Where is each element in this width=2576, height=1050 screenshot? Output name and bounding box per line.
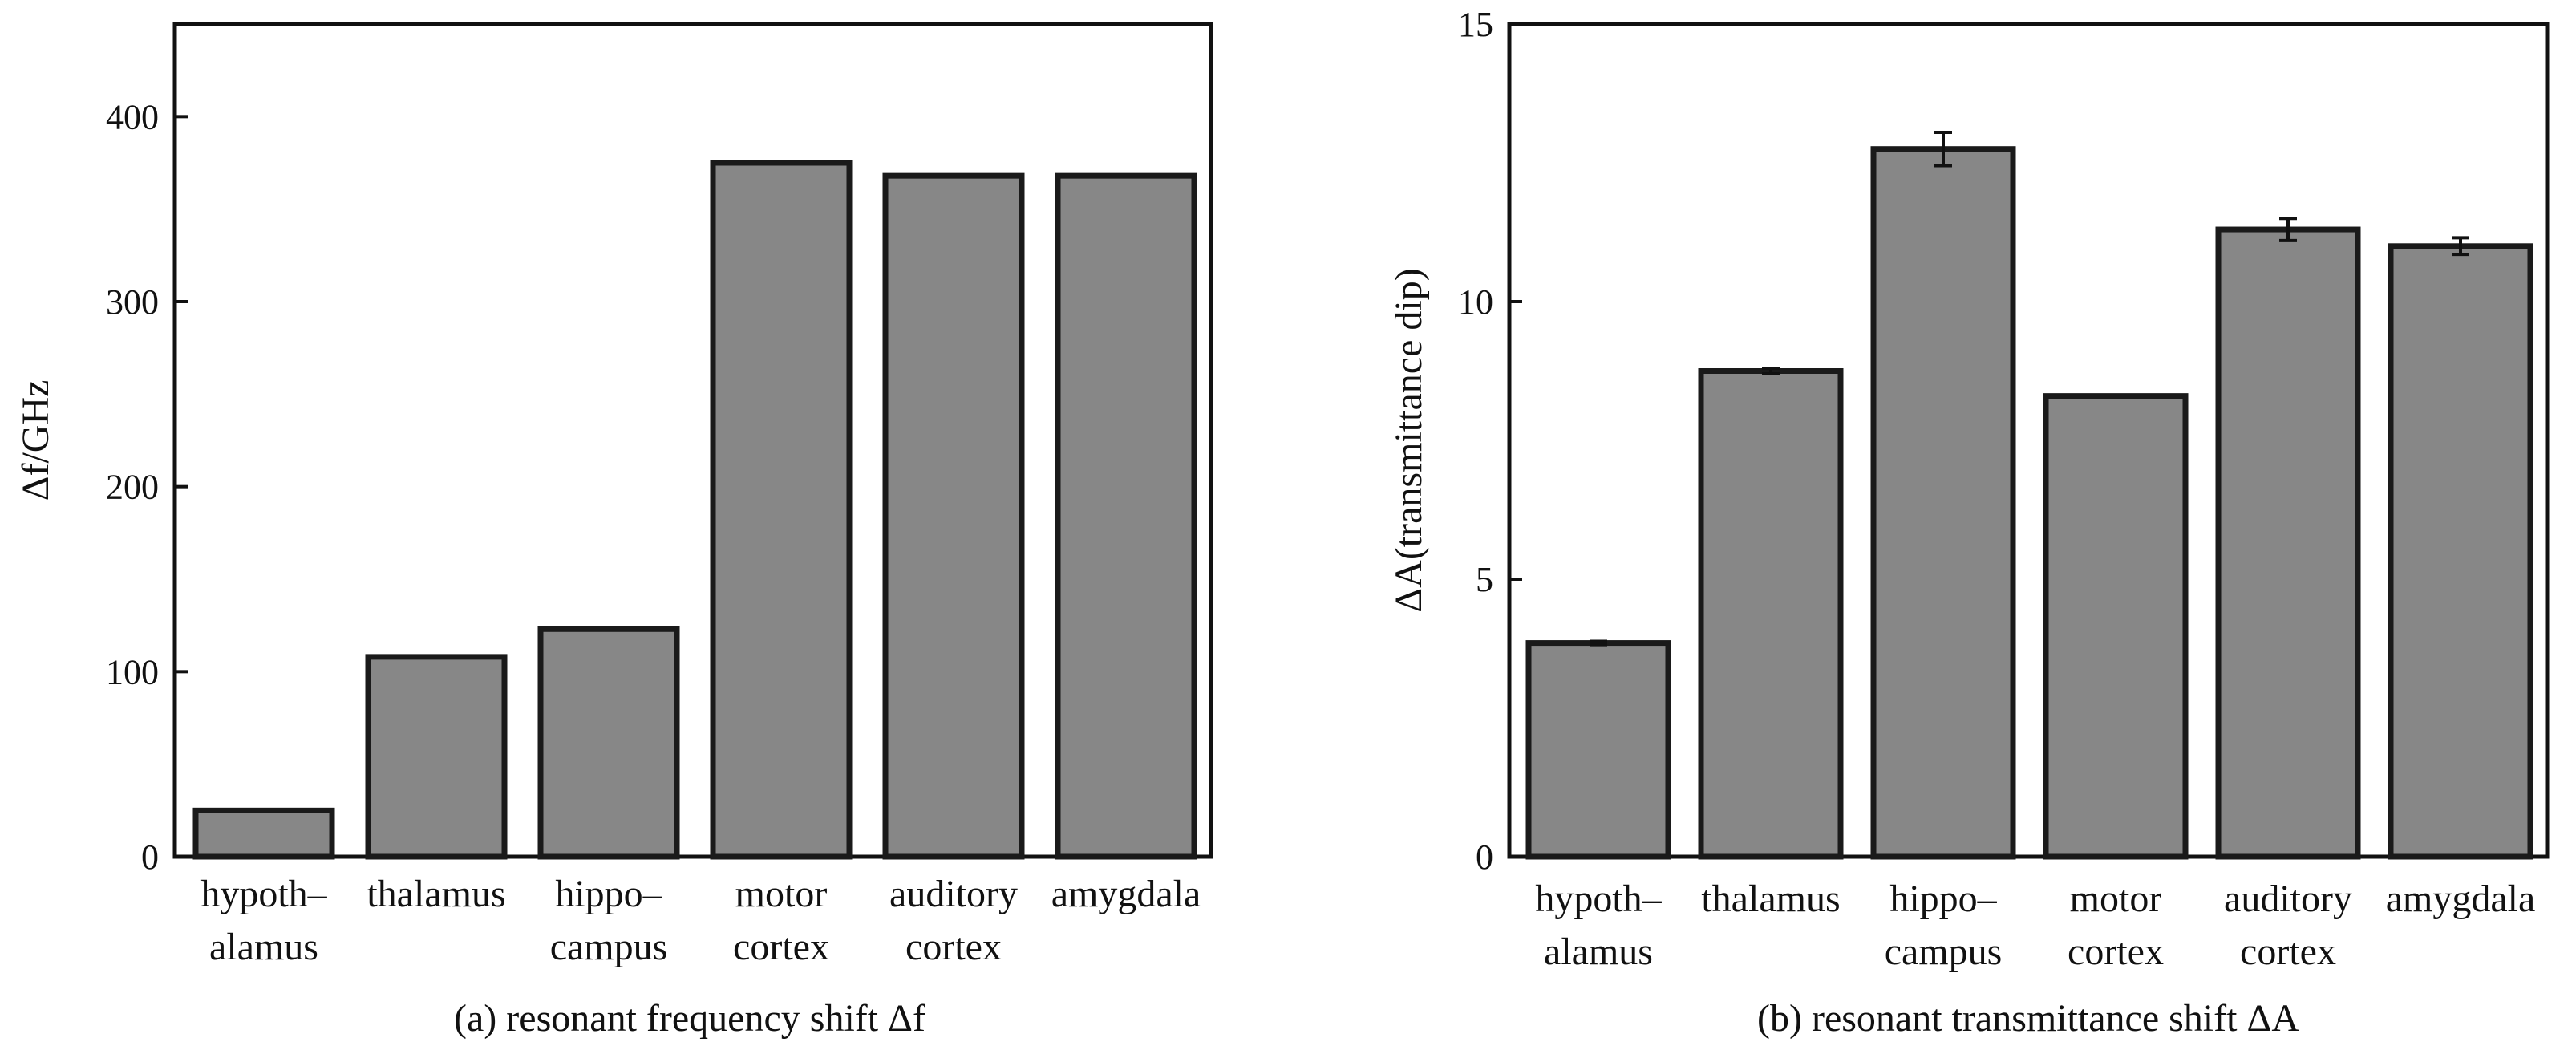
bar	[365, 654, 508, 860]
bar	[2215, 226, 2361, 860]
y-tick-label: 15	[1458, 5, 1493, 44]
y-tick-label: 0	[141, 837, 159, 877]
bar	[537, 626, 680, 860]
y-tick-label: 0	[1476, 837, 1493, 877]
category-label: thalamus	[367, 873, 505, 915]
chart-panel-a: 0 100 200 300 400 Δf/GHz hypoth– alamus thalamus…	[14, 22, 1213, 1040]
bar	[192, 807, 335, 860]
bar	[1870, 146, 2016, 860]
category-label: motor cortex	[733, 873, 829, 968]
y-tick-label: 200	[106, 468, 159, 507]
bar	[2388, 243, 2533, 860]
error-bar	[2279, 217, 2297, 242]
plot-frame	[1507, 22, 2550, 859]
y-axis-title: Δf/GHz	[14, 380, 57, 501]
error-bar	[1934, 130, 1952, 168]
error-bar	[2452, 236, 2469, 257]
panel-caption: (a) resonant frequency shift Δf	[454, 997, 925, 1040]
category-label: hypoth– alamus	[200, 873, 327, 968]
chart-panel-b: 0 5 10 15 ΔA(transmittance dip) hypoth– alamus…	[1387, 5, 2550, 1040]
bar	[1698, 368, 1844, 860]
category-label: hippo– campus	[550, 873, 668, 968]
category-label: motor cortex	[2068, 878, 2164, 973]
panel-caption: (b) resonant transmittance shift ΔA	[1757, 997, 2299, 1040]
category-label: hypoth– alamus	[1535, 878, 1662, 973]
error-bar	[1590, 639, 1607, 647]
bar	[2043, 393, 2189, 860]
category-label: amygdala	[1051, 873, 1201, 915]
error-bar	[1762, 367, 1780, 375]
category-label: thalamus	[1701, 878, 1840, 920]
category-label: auditory cortex	[889, 873, 1018, 968]
y-tick-label: 400	[106, 97, 159, 136]
y-axis-title: ΔA(transmittance dip)	[1387, 268, 1430, 612]
y-tick-label: 10	[1458, 282, 1493, 322]
y-tick-label: 100	[106, 652, 159, 691]
category-label: auditory cortex	[2224, 878, 2352, 973]
category-label: amygdala	[2386, 878, 2536, 920]
plot-frame	[172, 22, 1213, 859]
y-tick-label: 5	[1476, 560, 1493, 599]
category-label: hippo– campus	[1885, 878, 2003, 973]
y-tick-label: 300	[106, 282, 159, 322]
bar	[710, 160, 853, 860]
bar	[1055, 172, 1197, 860]
bar	[1525, 640, 1671, 860]
bar	[882, 172, 1025, 860]
